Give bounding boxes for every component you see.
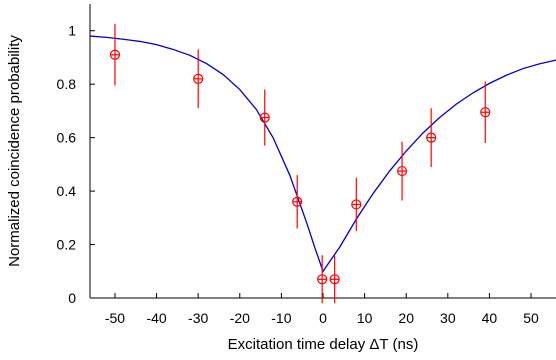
- data-point: [351, 177, 362, 232]
- data-point: [329, 255, 340, 304]
- x-tick-label: -50: [105, 310, 125, 326]
- x-ticks: -50 -40 -30 -20 -10 0 10 20 30 40 50: [105, 293, 539, 326]
- data-point: [396, 141, 408, 201]
- x-tick-label: 30: [440, 310, 456, 326]
- data-point: [109, 24, 121, 86]
- x-tick-label: 40: [482, 310, 498, 326]
- x-axis-label: Excitation time delay ΔT (ns): [228, 336, 419, 353]
- y-tick-label: 0.2: [57, 237, 77, 253]
- x-tick-label: -30: [188, 310, 208, 326]
- y-tick-label: 0.4: [57, 183, 77, 199]
- plot-area: -50 -40 -30 -20 -10 0 10 20 30 40 50 0 0.2 0.4 0.6 0.8…: [57, 4, 556, 326]
- y-axis-label: Normalized coincidence probability: [6, 35, 23, 267]
- y-tick-label: 1: [68, 23, 76, 39]
- y-tick-label: 0.6: [57, 130, 77, 146]
- x-tick-label: 50: [523, 310, 539, 326]
- x-tick-label: -20: [230, 310, 250, 326]
- x-tick-label: 20: [398, 310, 414, 326]
- data-point: [259, 89, 270, 146]
- y-tick-label: 0: [68, 290, 76, 306]
- x-tick-label: -10: [271, 310, 291, 326]
- y-tick-label: 0.8: [57, 76, 77, 92]
- x-tick-label: -40: [146, 310, 166, 326]
- fit-curve: [89, 35, 556, 273]
- data-point: [317, 255, 328, 304]
- data-point: [292, 175, 303, 229]
- data-point: [480, 81, 491, 143]
- y-ticks: 0 0.2 0.4 0.6 0.8 1: [57, 23, 95, 306]
- x-tick-label: 0: [319, 310, 327, 326]
- data-point: [426, 108, 437, 168]
- data-points: [109, 24, 491, 304]
- x-tick-label: 10: [357, 310, 373, 326]
- data-point: [193, 49, 204, 109]
